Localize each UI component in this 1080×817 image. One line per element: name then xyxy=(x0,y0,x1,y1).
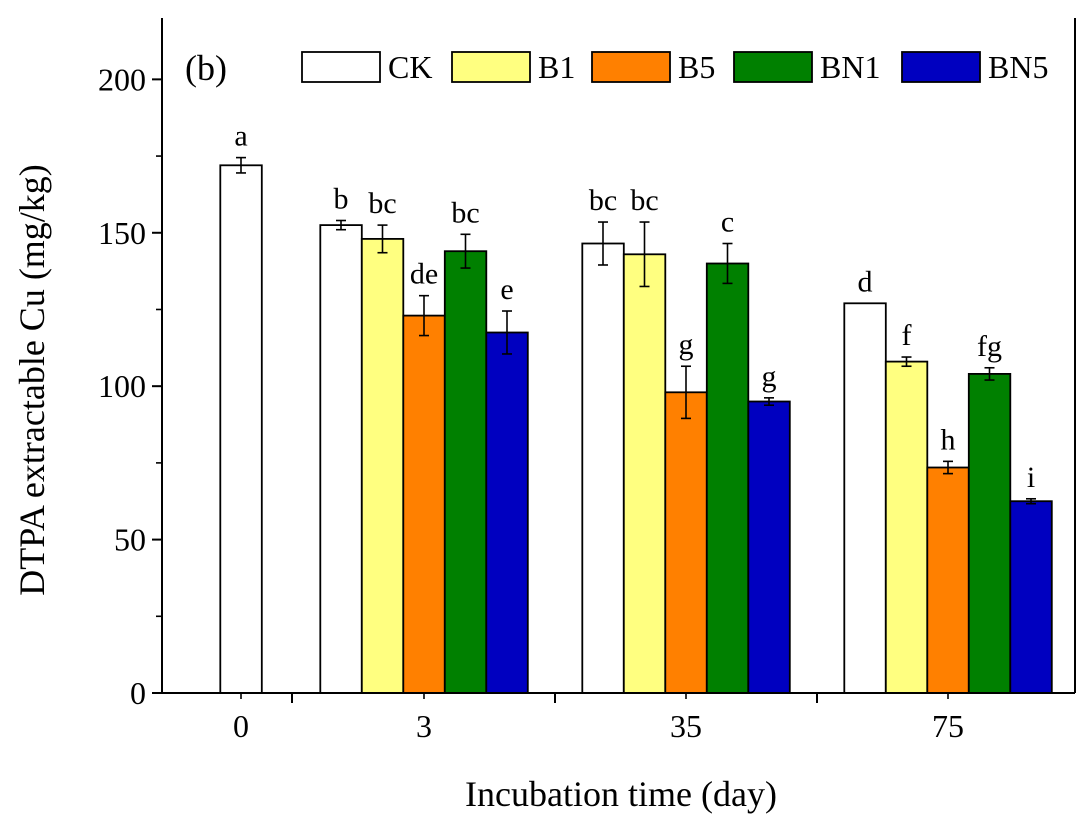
x-tick-label-35: 35 xyxy=(670,708,702,744)
significance-label-bn5-day-75: i xyxy=(1027,461,1035,494)
significance-label-ck-day-35: bc xyxy=(589,184,617,217)
error-bar-b1-day-35 xyxy=(639,221,650,288)
significance-label-b5-day-35: g xyxy=(679,328,694,361)
y-axis-title: DTPA extractable Cu (mg/kg) xyxy=(12,164,52,596)
legend-item-bn1: BN1 xyxy=(733,49,880,85)
legend-label-bn1: BN1 xyxy=(820,49,880,85)
significance-label-ck-day-75: d xyxy=(858,265,873,298)
x-axis-title: Incubation time (day) xyxy=(465,774,777,814)
y-tick-label-0: 0 xyxy=(130,675,146,711)
bar-b5-day-35 xyxy=(664,391,708,694)
significance-label-b5-day-75: h xyxy=(941,423,956,456)
significance-label-ck-day-3: b xyxy=(334,183,349,216)
legend-swatch-bn5 xyxy=(901,51,981,83)
y-tick-label-50: 50 xyxy=(114,522,146,558)
x-tick-label-75: 75 xyxy=(932,708,964,744)
significance-label-bn5-day-35: g xyxy=(762,360,777,393)
legend-label-ck: CK xyxy=(388,49,432,85)
bar-b1-day-35 xyxy=(622,253,667,694)
bar-bn1-day-75 xyxy=(967,372,1012,694)
bar-b1-day-3 xyxy=(360,237,405,694)
significance-label-b1-day-35: bc xyxy=(630,184,658,217)
error-bars-layer xyxy=(236,156,1036,505)
legend-label-b1: B1 xyxy=(538,49,575,85)
x-tick-label-0: 0 xyxy=(233,708,249,744)
bar-bn5-day-75 xyxy=(1009,500,1053,694)
axes-layer: 0 50 100 150 200 0 3 35 75 xyxy=(98,18,1076,744)
bar-bn5-day-3 xyxy=(485,331,529,694)
legend-item-b1: B1 xyxy=(451,49,575,85)
significance-label-bn1-day-3: bc xyxy=(451,196,479,229)
error-bar-b1-day-3 xyxy=(377,224,388,254)
error-bar-b5-day-3 xyxy=(419,294,429,337)
legend-label-b5: B5 xyxy=(678,49,715,85)
error-bar-ck-day-35 xyxy=(598,221,608,266)
error-bar-bn5-day-35 xyxy=(764,397,774,407)
bar-bn1-day-3 xyxy=(443,250,488,694)
bars-layer xyxy=(219,164,1053,694)
error-bar-bn1-day-3 xyxy=(460,233,471,269)
bar-bn5-day-35 xyxy=(747,400,791,694)
bar-b5-day-75 xyxy=(926,466,970,694)
panel-label: (b) xyxy=(185,48,227,88)
bar-ck-day-0 xyxy=(219,164,263,694)
error-bar-bn5-day-75 xyxy=(1026,497,1036,505)
legend-label-bn5: BN5 xyxy=(988,49,1048,85)
x-tick-label-3: 3 xyxy=(416,708,432,744)
legend: CK B1 B5 BN1 BN5 xyxy=(301,49,1048,85)
bar-ck-day-35 xyxy=(581,242,625,694)
error-bar-bn1-day-75 xyxy=(984,366,995,381)
legend-swatch-b5 xyxy=(591,51,671,83)
significance-label-b5-day-3: de xyxy=(410,258,438,291)
significance-label-ck-day-0: a xyxy=(234,120,247,153)
bar-b5-day-3 xyxy=(402,314,446,694)
significance-label-bn5-day-3: e xyxy=(500,273,513,306)
error-bar-b5-day-75 xyxy=(943,460,953,475)
error-bar-ck-day-3 xyxy=(336,219,346,231)
legend-swatch-b1 xyxy=(451,51,531,83)
y-tick-label-200: 200 xyxy=(98,61,146,97)
significance-label-b1-day-75: f xyxy=(902,319,912,352)
significance-label-b1-day-3: bc xyxy=(368,187,396,220)
error-bar-b1-day-75 xyxy=(901,356,912,368)
error-bar-bn1-day-35 xyxy=(722,242,733,285)
bar-bn1-day-35 xyxy=(705,262,750,694)
significance-label-bn1-day-75: fg xyxy=(977,330,1002,363)
y-tick-label-100: 100 xyxy=(98,368,146,404)
significance-label-bn1-day-35: c xyxy=(721,206,734,239)
error-bar-ck-day-0 xyxy=(236,156,246,174)
bar-ck-day-3 xyxy=(319,224,363,694)
y-tick-label-150: 150 xyxy=(98,215,146,251)
legend-item-b5: B5 xyxy=(591,49,715,85)
legend-item-ck: CK xyxy=(301,49,432,85)
bar-b1-day-75 xyxy=(884,360,929,694)
legend-swatch-ck xyxy=(301,51,381,83)
bar-ck-day-75 xyxy=(843,302,887,694)
error-bar-b5-day-35 xyxy=(681,365,691,420)
error-bar-bn5-day-3 xyxy=(502,310,512,355)
legend-item-bn5: BN5 xyxy=(901,49,1048,85)
legend-swatch-bn1 xyxy=(733,51,813,83)
